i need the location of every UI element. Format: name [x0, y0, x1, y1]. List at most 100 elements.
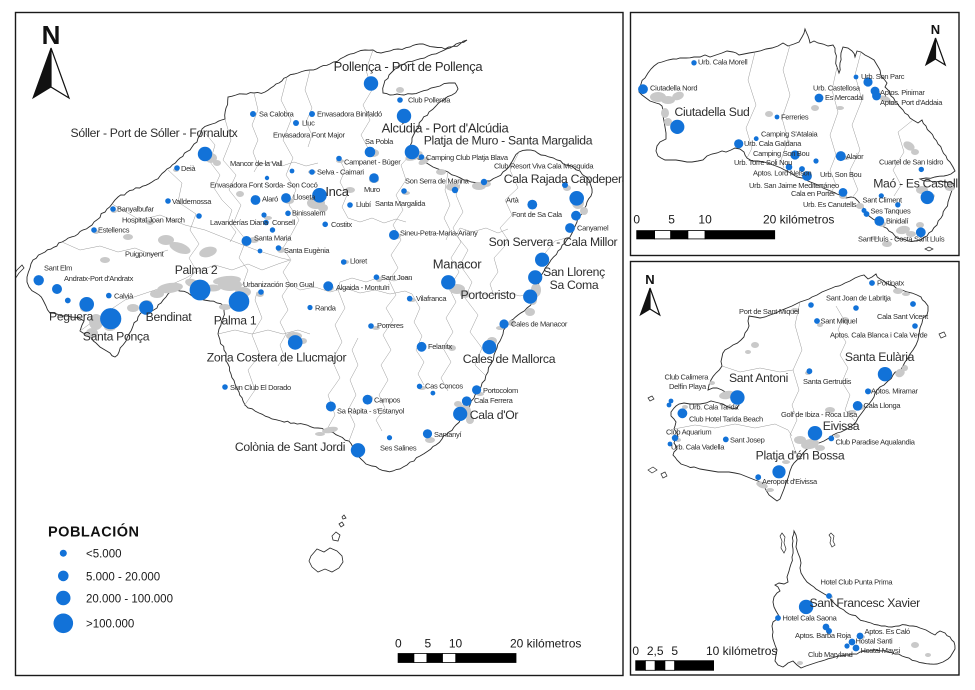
svg-text:Sant Francesc Xavier: Sant Francesc Xavier	[809, 596, 920, 610]
svg-text:Sant Miquel: Sant Miquel	[821, 317, 858, 326]
svg-text:Santa Maria: Santa Maria	[254, 234, 292, 243]
svg-text:Mancor de la Vall: Mancor de la Vall	[230, 159, 283, 168]
svg-text:Aptos. Pinimar: Aptos. Pinimar	[880, 88, 925, 97]
svg-text:Binidalí: Binidalí	[886, 217, 909, 226]
svg-text:0: 0	[633, 213, 640, 227]
svg-text:Hostal Santi: Hostal Santi	[856, 637, 893, 646]
svg-text:Son Servera - Cala Millor: Son Servera - Cala Millor	[489, 235, 618, 249]
svg-text:Muro: Muro	[364, 185, 380, 194]
svg-text:10 kilómetros: 10 kilómetros	[706, 644, 777, 658]
svg-text:Campos: Campos	[374, 396, 401, 405]
svg-text:20 kilómetros: 20 kilómetros	[510, 637, 581, 651]
svg-text:Urb. Es Canutells: Urb. Es Canutells	[803, 200, 857, 209]
svg-text:>100.000: >100.000	[86, 619, 134, 631]
svg-text:Sant Joan: Sant Joan	[381, 273, 412, 282]
svg-text:Inca: Inca	[325, 184, 349, 199]
svg-text:Puigpunyent: Puigpunyent	[125, 250, 165, 259]
svg-text:Binissalem: Binissalem	[292, 209, 325, 218]
svg-text:Golf de Ibiza - Roca Llisa: Golf de Ibiza - Roca Llisa	[781, 410, 858, 419]
svg-text:Andratx-Port d'Andratx: Andratx-Port d'Andratx	[64, 274, 134, 283]
svg-text:Envasadora Font Sorda- Son Coc: Envasadora Font Sorda- Son Cocó	[210, 181, 318, 190]
svg-text:Sa Coma: Sa Coma	[550, 278, 599, 292]
svg-text:Club Resort Viva Cala Mesquida: Club Resort Viva Cala Mesquida	[494, 162, 594, 171]
svg-text:Club Paradise Aqualandia: Club Paradise Aqualandia	[836, 438, 916, 447]
svg-text:Valldemossa: Valldemossa	[172, 197, 212, 206]
svg-text:5: 5	[671, 644, 678, 658]
svg-text:San Llorenç: San Llorenç	[543, 265, 605, 279]
svg-text:Pollença - Port de Pollença: Pollença - Port de Pollença	[334, 59, 484, 74]
svg-text:Banyalbufar: Banyalbufar	[117, 205, 155, 214]
svg-text:Palma 1: Palma 1	[214, 314, 257, 328]
svg-text:Urb. Cala Vadella: Urb. Cala Vadella	[671, 443, 725, 452]
svg-text:Cuartel de San Isidro: Cuartel de San Isidro	[879, 158, 943, 167]
svg-text:Aptos. Es Caló: Aptos. Es Caló	[865, 627, 911, 636]
svg-text:Urb. San Jaime Mediterráneo: Urb. San Jaime Mediterráneo	[749, 181, 839, 190]
svg-text:Manacor: Manacor	[433, 257, 482, 272]
svg-text:Artà: Artà	[506, 196, 520, 205]
svg-text:Platja d'én Bossa: Platja d'én Bossa	[756, 449, 845, 463]
svg-text:5: 5	[668, 213, 675, 227]
svg-text:Urb. Cala Galdana: Urb. Cala Galdana	[744, 139, 802, 148]
svg-text:Felanitx: Felanitx	[428, 342, 452, 351]
svg-text:Algaida - Montuïri: Algaida - Montuïri	[336, 283, 390, 292]
svg-text:Envasadora Binifaldó: Envasadora Binifaldó	[317, 110, 382, 119]
svg-text:Club Maryland: Club Maryland	[808, 650, 853, 659]
svg-text:Portocolom: Portocolom	[483, 386, 518, 395]
svg-text:Sant Antoni: Sant Antoni	[729, 371, 788, 385]
svg-text:Sant Elm: Sant Elm	[44, 264, 72, 273]
svg-text:Sant Lluís - Costa Sant Lluís: Sant Lluís - Costa Sant Lluís	[858, 235, 945, 244]
svg-text:N: N	[645, 272, 654, 287]
svg-text:Son Serra de Marina: Son Serra de Marina	[405, 177, 470, 186]
svg-text:Delfín Playa: Delfín Playa	[669, 382, 707, 391]
svg-text:Es Mercadal: Es Mercadal	[825, 93, 864, 102]
svg-text:Font de Sa Cala: Font de Sa Cala	[512, 210, 563, 219]
svg-text:Ciutadella Sud: Ciutadella Sud	[674, 105, 749, 119]
svg-text:Club Aquarium: Club Aquarium	[666, 428, 711, 437]
svg-text:Ses Tanques: Ses Tanques	[871, 207, 911, 216]
svg-text:Club Calimera: Club Calimera	[665, 373, 710, 382]
svg-text:Lluc: Lluc	[302, 119, 315, 128]
svg-text:Club Hotel Tarida Beach: Club Hotel Tarida Beach	[689, 415, 763, 424]
svg-text:Sóller - Port de Sóller - Forn: Sóller - Port de Sóller - Fornalutx	[71, 126, 238, 140]
svg-text:Aptos. Barba Roja: Aptos. Barba Roja	[795, 631, 852, 640]
svg-text:Costitx: Costitx	[331, 220, 352, 229]
svg-text:Cas Concos: Cas Concos	[425, 382, 463, 391]
svg-text:<5.000: <5.000	[86, 549, 122, 561]
svg-text:Santa Eugènia: Santa Eugènia	[284, 246, 330, 255]
svg-text:Alcúdia - Port d'Alcúdia: Alcúdia - Port d'Alcúdia	[382, 121, 510, 136]
svg-text:Urb. Son Bou: Urb. Son Bou	[820, 170, 862, 179]
svg-text:Sineu-Petra-Maria-Ariany: Sineu-Petra-Maria-Ariany	[400, 229, 478, 238]
svg-text:Llubí: Llubí	[356, 200, 372, 209]
svg-text:Sa Calobra: Sa Calobra	[259, 110, 295, 119]
svg-text:Platja de Muro - Santa Margali: Platja de Muro - Santa Margalida	[424, 134, 593, 148]
svg-text:Port de Sant Miquel: Port de Sant Miquel	[739, 307, 800, 316]
svg-text:Sun Club El Dorado: Sun Club El Dorado	[230, 383, 291, 392]
svg-text:Zona Costera de Llucmajor: Zona Costera de Llucmajor	[207, 351, 347, 365]
svg-text:Aptos. Cala Blanca i Cala Verd: Aptos. Cala Blanca i Cala Verde	[830, 331, 928, 340]
svg-text:Santanyí: Santanyí	[434, 430, 462, 439]
svg-text:Alaior: Alaior	[846, 152, 864, 161]
svg-text:Santa Eulària: Santa Eulària	[845, 350, 915, 364]
svg-text:N: N	[931, 22, 940, 37]
svg-text:Ses Salines: Ses Salines	[380, 444, 417, 453]
svg-text:Bendinat: Bendinat	[146, 310, 193, 324]
svg-text:0: 0	[395, 637, 402, 651]
svg-text:Hostal Maysi: Hostal Maysi	[861, 646, 901, 655]
svg-text:Sa Pobla: Sa Pobla	[365, 137, 394, 146]
svg-text:Aptos. Port d'Addaia: Aptos. Port d'Addaia	[880, 98, 943, 107]
svg-text:POBLACIÓN: POBLACIÓN	[48, 523, 140, 541]
svg-text:Alaró: Alaró	[262, 195, 278, 204]
svg-text:Envasadora Font Major: Envasadora Font Major	[273, 131, 345, 140]
svg-text:5: 5	[425, 637, 432, 651]
svg-text:Deià: Deià	[181, 164, 196, 173]
svg-text:Consell: Consell	[272, 218, 296, 227]
svg-text:Calvià: Calvià	[114, 292, 134, 301]
svg-text:Camping S'Atalaia: Camping S'Atalaia	[761, 130, 818, 139]
svg-text:Urb. Son Parc: Urb. Son Parc	[861, 72, 905, 81]
svg-text:Sant Climent: Sant Climent	[863, 196, 904, 205]
svg-text:Porreres: Porreres	[377, 321, 404, 330]
svg-text:Cales de Mallorca: Cales de Mallorca	[463, 352, 556, 366]
svg-text:Randa: Randa	[315, 304, 337, 313]
svg-text:Urbanización Son Gual: Urbanización Son Gual	[243, 280, 314, 289]
svg-text:Cala d'Or: Cala d'Or	[470, 408, 519, 422]
